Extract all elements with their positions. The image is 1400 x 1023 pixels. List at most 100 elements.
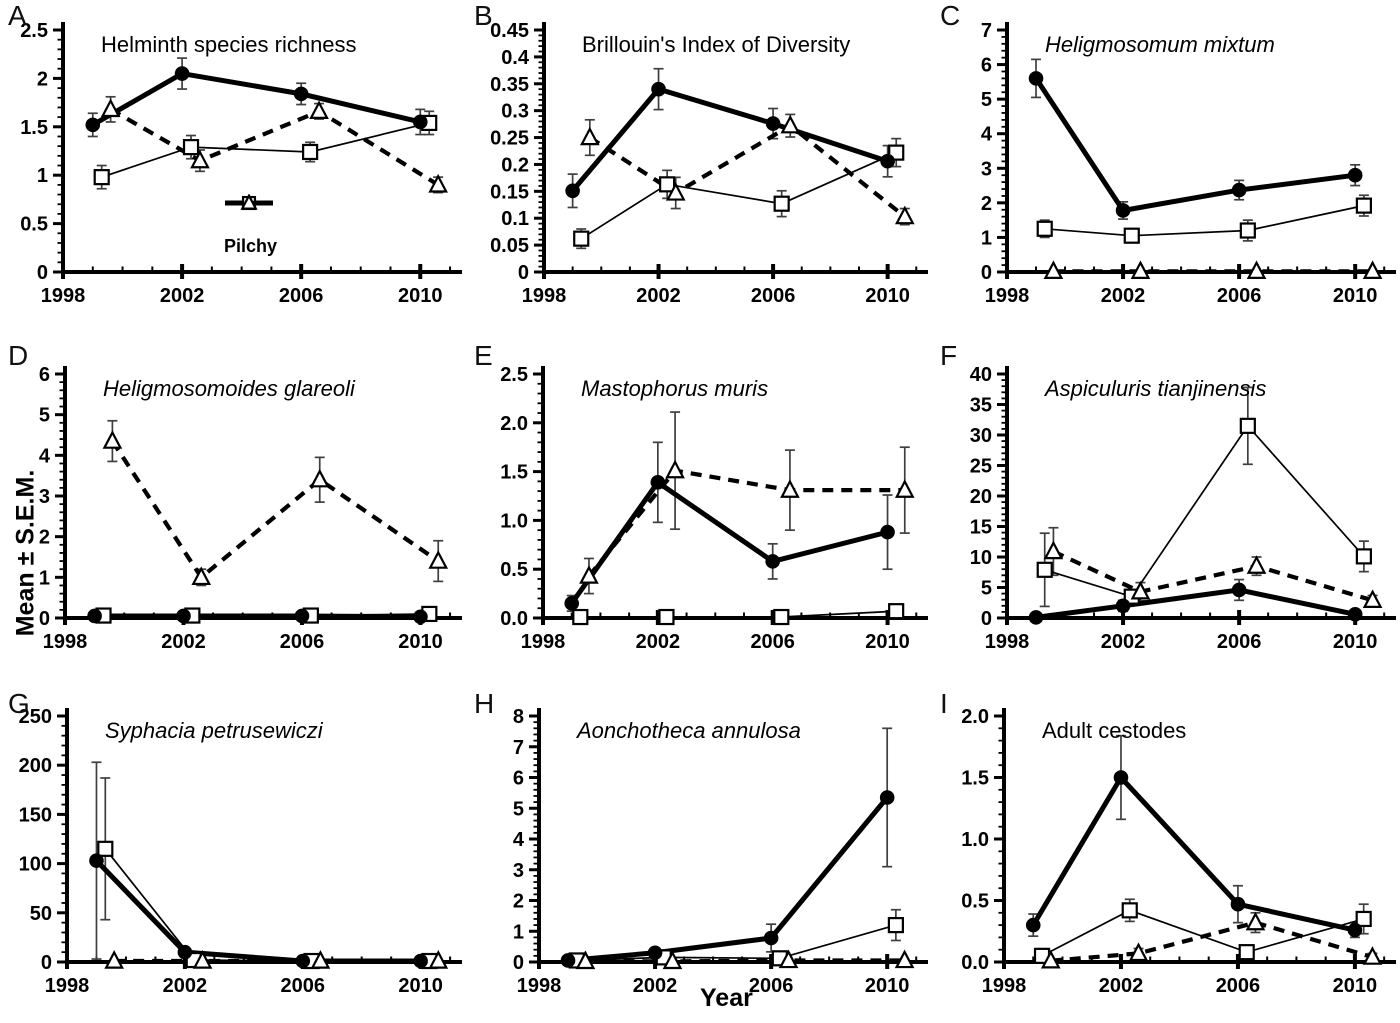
open-triangle-marker: [428, 550, 449, 569]
y-tick-label: 2: [37, 68, 48, 90]
open-square-marker: [888, 603, 905, 620]
panel-h: H Aonchotheca annulosa 0 1 2 3 4 5 6 7 8 1998 2002…: [466, 680, 932, 1023]
y-tick-label: 5: [981, 89, 992, 111]
filled-circle-marker: [880, 153, 895, 169]
y-tick-label: 0.0: [961, 952, 989, 974]
x-tick-label: 2002: [160, 285, 205, 307]
panel-g-letter: G: [8, 688, 30, 719]
series-line-pilchy-triangle: [588, 123, 907, 219]
x-tick-label: 1998: [45, 975, 90, 997]
open-square-marker: [573, 230, 590, 247]
y-tick-label: 7: [513, 737, 524, 759]
x-tick-label: 2006: [281, 975, 326, 997]
open-triangle-marker: [780, 479, 800, 498]
open-triangle-marker: [191, 566, 212, 586]
series-markers-open-square: [1036, 417, 1372, 605]
x-tick-label: 2006: [749, 975, 794, 997]
x-tick-label: 2010: [1333, 631, 1378, 653]
series-line-filled-circle: [91, 70, 421, 128]
x-tick-label: 1998: [41, 285, 86, 307]
y-tick-label: 0.5: [20, 214, 48, 236]
series-markers-pilchy-triangle: [579, 459, 915, 584]
open-triangle-marker: [310, 950, 331, 969]
filled-circle-marker: [1347, 167, 1363, 183]
open-square-marker: [1036, 561, 1053, 578]
open-square-marker: [302, 143, 319, 161]
series-line-filled-circle: [567, 795, 890, 963]
x-tick-label: 2006: [751, 285, 796, 307]
series-line-open-square: [576, 924, 897, 962]
panel-b-plot: 0 0.05 0.1 0.15 0.2 0.25 0.3 0.35 0.4 0.45 1998 200…: [490, 20, 928, 307]
x-ticks: 1998 2002 2006 2010: [982, 954, 1386, 997]
error-bars: [1039, 386, 1378, 618]
series-line-filled-circle: [1031, 773, 1356, 933]
series-markers-filled-circle: [1028, 71, 1363, 218]
y-tick-label: 2.0: [500, 413, 528, 435]
open-triangle-marker: [778, 949, 799, 969]
x-ticks: 1998 2002 2006 2010: [522, 264, 918, 307]
y-tick-label: 0: [513, 952, 524, 974]
y-tick-label: 1: [513, 921, 524, 943]
series-markers-pilchy-triangle: [102, 430, 449, 586]
filled-circle-marker: [1231, 182, 1247, 198]
y-ticks: 0 1 2 3 4 5 6 7 8: [513, 706, 539, 974]
open-square-marker: [773, 195, 790, 212]
error-bars: [566, 411, 910, 613]
series-markers-filled-circle: [564, 475, 895, 611]
x-tick-label: 2010: [865, 285, 910, 307]
y-tick-label: 0.4: [501, 47, 530, 69]
panel-d: D Heligmosomoides glareoli 0 1 2 3 4 5 6 1998 20…: [0, 330, 466, 680]
x-tick-label: 2010: [398, 975, 443, 997]
y-tick-label: 0.5: [961, 891, 989, 913]
open-triangle-marker: [665, 181, 686, 201]
y-tick-label: 0.25: [490, 128, 529, 150]
y-tick-label: 30: [970, 425, 992, 447]
series-markers-filled-circle: [89, 853, 428, 969]
x-tick-label: 2010: [1333, 285, 1378, 307]
x-tick-label: 2010: [398, 631, 443, 653]
open-triangle-marker: [102, 430, 123, 449]
filled-circle-marker: [765, 554, 780, 569]
panel-i-letter: I: [940, 688, 948, 719]
filled-circle-marker: [1113, 770, 1129, 785]
y-tick-label: 100: [19, 854, 52, 876]
open-square-marker: [182, 139, 200, 156]
x-tick-label: 2010: [865, 975, 910, 997]
series-line-pilchy-triangle: [109, 107, 440, 187]
series-line-filled-circle: [1035, 587, 1356, 620]
open-triangle-marker: [1246, 555, 1267, 574]
open-triangle-marker: [100, 98, 121, 118]
open-square-marker: [1355, 548, 1372, 565]
open-square-marker: [659, 176, 676, 193]
y-tick-label: 6: [981, 55, 992, 77]
filled-circle-marker: [413, 609, 428, 625]
filled-circle-marker: [565, 183, 580, 199]
filled-circle-marker: [295, 953, 311, 969]
panel-e-title: Mastophorus muris: [581, 376, 769, 401]
y-ticks: 0 1 2 3 4 5 6: [39, 364, 65, 630]
y-ticks: 0 50 100 150 200 250: [19, 706, 67, 974]
axes: [61, 22, 462, 274]
panel-b: B Brillouin's Index of Diversity 0 0.05 0.…: [466, 0, 932, 330]
panel-f-plot: 0 5 10 15 20 25 30 35 40 1998 2002 2006 2010: [970, 364, 1396, 653]
series-line-filled-circle: [569, 478, 889, 605]
x-tick-label: 1998: [522, 285, 567, 307]
open-square-marker: [1239, 222, 1256, 239]
y-tick-label: 2.5: [500, 364, 528, 386]
y-tick-label: 150: [19, 804, 52, 826]
panel-g-title: Syphacia petrusewiczi: [105, 718, 323, 743]
series-markers-filled-circle: [565, 81, 895, 199]
x-ticks: 1998 2002 2006 2010: [985, 264, 1386, 307]
error-bars: [650, 727, 901, 963]
axes: [1005, 366, 1396, 620]
panel-g: G Syphacia petrusewiczi 0 50 100 150 200 250 1…: [0, 680, 466, 1023]
series-line-open-square: [580, 610, 897, 618]
filled-circle-marker: [89, 853, 104, 868]
y-tick-label: 1.5: [500, 462, 528, 484]
y-tick-label: 0: [981, 262, 992, 284]
panel-d-plot: 0 1 2 3 4 5 6 1998 2002 2006 2010: [39, 364, 462, 653]
filled-circle-marker: [87, 608, 102, 624]
y-ticks: 0.0 0.5 1.0 1.5 2.0 2.5: [500, 364, 543, 630]
axes: [65, 708, 462, 964]
filled-circle-marker: [650, 475, 666, 490]
